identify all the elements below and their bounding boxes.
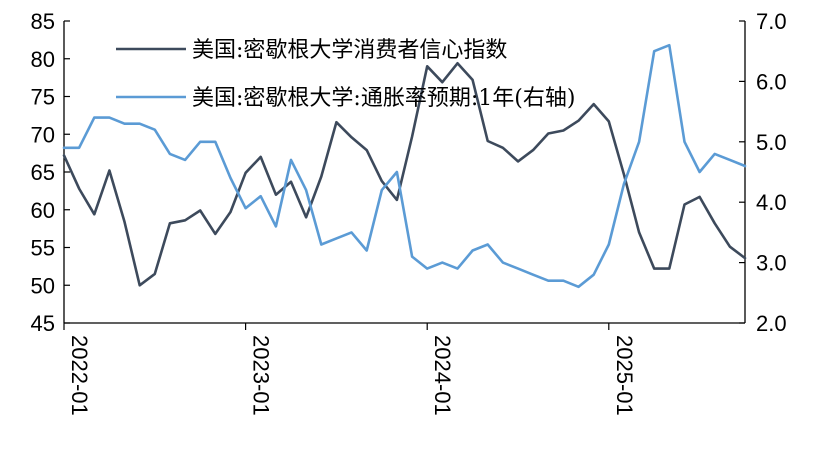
right-tick-label: 2.0	[756, 311, 787, 336]
left-tick-label: 55	[31, 236, 55, 261]
sentiment-index-line	[62, 61, 747, 287]
right-tick-label: 7.0	[756, 9, 787, 34]
legend-label-sentiment: 美国:密歇根大学消费者信心指数	[192, 38, 507, 63]
left-tick-label: 80	[31, 47, 55, 72]
right-tick-label: 5.0	[756, 130, 787, 155]
x-tick-label: 2025-01	[612, 335, 637, 416]
left-tick-label: 70	[31, 122, 55, 147]
series-lines	[62, 43, 747, 289]
legend-label-inflation: 美国:密歇根大学:通胀率预期:1年(右轴)	[192, 86, 575, 111]
inflation-expectation-line	[62, 43, 747, 289]
left-tick-label: 65	[31, 160, 55, 185]
left-tick-label: 45	[31, 311, 55, 336]
right-axis-ticks: 2.0 3.0 4.0 5.0 6.0 7.0	[739, 9, 787, 336]
left-tick-label: 60	[31, 198, 55, 223]
x-tick-label: 2022-01	[67, 335, 92, 416]
right-tick-label: 3.0	[756, 251, 787, 276]
right-tick-label: 4.0	[756, 190, 787, 215]
right-tick-label: 6.0	[756, 69, 787, 94]
left-axis-ticks: 45 50 55 60 65 70 75 80 85	[31, 9, 70, 336]
x-tick-label: 2024-01	[430, 335, 455, 416]
left-tick-label: 50	[31, 273, 55, 298]
left-tick-label: 75	[31, 85, 55, 110]
left-tick-label: 85	[31, 9, 55, 34]
x-tick-label: 2023-01	[249, 335, 274, 416]
x-axis-ticks: 2022-01 2023-01 2024-01 2025-01	[63, 323, 637, 416]
